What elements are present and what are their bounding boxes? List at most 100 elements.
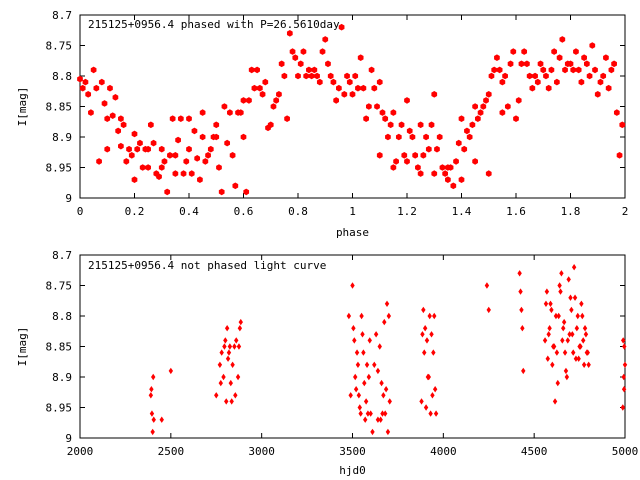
raw-point — [234, 337, 239, 344]
raw-point — [237, 325, 243, 332]
phased-point — [186, 115, 192, 122]
phased-point — [246, 97, 252, 104]
phased-point — [554, 78, 560, 86]
phased-point — [107, 84, 113, 92]
phased-point — [150, 139, 157, 147]
raw-point — [484, 282, 490, 289]
phased-point — [349, 91, 356, 98]
raw-point — [575, 312, 580, 320]
phased-point — [540, 66, 547, 74]
phased-point — [297, 60, 304, 68]
phased-point — [131, 176, 138, 183]
phased-point — [502, 72, 508, 80]
raw-point — [225, 355, 231, 362]
phased-point — [586, 72, 593, 80]
raw-point — [159, 416, 164, 423]
phased-point — [262, 78, 269, 86]
phased-point — [123, 158, 130, 165]
phased-point — [575, 66, 582, 74]
raw-point — [229, 398, 234, 405]
raw-point — [574, 325, 580, 332]
phased-point — [104, 115, 111, 122]
x-tick-label: 1 — [349, 205, 356, 218]
phased-point — [158, 145, 165, 153]
x-axis-label: phase — [336, 226, 369, 239]
phased-point — [341, 91, 348, 98]
raw-point — [560, 337, 565, 344]
x-tick-label: 1.8 — [561, 205, 581, 218]
phased-point — [286, 30, 293, 37]
phased-point — [472, 103, 478, 110]
phased-point — [578, 78, 585, 86]
phased-point — [355, 84, 361, 92]
raw-point — [357, 404, 362, 411]
phased-point — [529, 84, 536, 92]
x-tick-label: 0.6 — [234, 205, 254, 218]
raw-point — [564, 373, 570, 381]
phased-point — [611, 60, 617, 68]
raw-point — [551, 343, 556, 350]
phased-point — [461, 145, 468, 153]
phased-point — [82, 78, 89, 86]
y-tick-label: 8.7 — [52, 249, 72, 262]
raw-point — [385, 428, 391, 436]
raw-point — [622, 361, 628, 368]
phased-point — [191, 127, 198, 135]
phased-point — [466, 133, 473, 141]
phased-point — [390, 109, 397, 116]
phased-point — [551, 48, 558, 55]
phased-point — [409, 133, 416, 141]
raw-point — [363, 398, 369, 405]
raw-point — [486, 306, 491, 314]
raw-point — [238, 318, 243, 326]
phased-point — [137, 139, 143, 147]
phased-point — [425, 145, 432, 153]
raw-point — [432, 312, 437, 320]
phased-point — [499, 78, 506, 86]
phased-point — [169, 115, 176, 122]
phased-point — [278, 60, 285, 68]
phased-point — [404, 97, 410, 104]
phased-point — [227, 109, 233, 116]
raw-point — [566, 276, 571, 283]
x-tick-label: 1.2 — [397, 205, 417, 218]
x-tick-label: 4000 — [430, 445, 457, 458]
phased-point — [455, 139, 462, 147]
phased-point — [420, 152, 427, 159]
phased-point — [423, 133, 429, 141]
phased-point — [254, 66, 260, 74]
x-tick-label: 0 — [77, 205, 84, 218]
phased-point — [453, 158, 459, 165]
raw-point — [586, 361, 591, 368]
phased-point — [145, 145, 151, 153]
phased-point — [567, 60, 574, 68]
y-tick-label: 8.75 — [46, 280, 73, 293]
y-tick-label: 8.9 — [52, 131, 72, 144]
phased-point — [398, 121, 405, 129]
raw-point — [148, 392, 154, 399]
raw-point — [579, 300, 584, 307]
x-tick-label: 4500 — [521, 445, 548, 458]
phased-point — [101, 100, 108, 107]
phased-point — [213, 133, 220, 141]
raw-point — [580, 312, 585, 320]
raw-point — [561, 318, 567, 326]
phased-point — [199, 133, 206, 141]
y-tick-label: 8.95 — [46, 402, 73, 415]
phased-point — [344, 72, 350, 80]
raw-point — [578, 343, 583, 350]
phased-point — [183, 158, 190, 165]
raw-point — [546, 331, 551, 338]
phased-point — [164, 188, 171, 196]
phased-point — [295, 72, 301, 80]
raw-point — [368, 410, 373, 417]
raw-point — [517, 270, 522, 277]
phased-point — [256, 84, 263, 92]
phased-point — [346, 78, 353, 86]
phased-point — [494, 54, 500, 61]
phased-point — [327, 72, 334, 80]
phased-point — [472, 158, 478, 165]
phased-point — [496, 66, 503, 74]
raw-point — [382, 318, 387, 326]
phased-point — [145, 164, 151, 171]
